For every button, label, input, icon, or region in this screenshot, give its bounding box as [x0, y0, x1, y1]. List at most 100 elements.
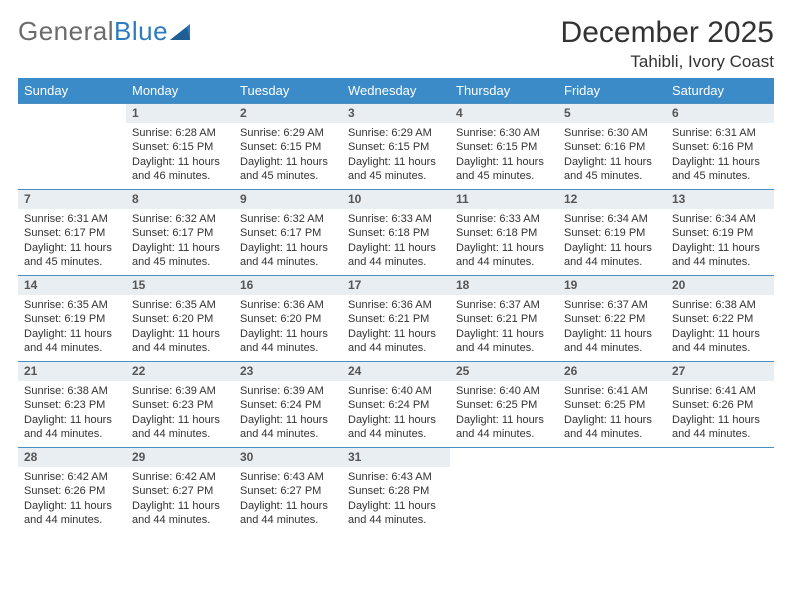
sunrise-text: Sunrise: 6:32 AM	[132, 212, 228, 226]
cell-body: Sunrise: 6:36 AMSunset: 6:20 PMDaylight:…	[234, 295, 342, 358]
sunset-text: Sunset: 6:16 PM	[672, 140, 768, 154]
cell-body: Sunrise: 6:29 AMSunset: 6:15 PMDaylight:…	[234, 123, 342, 186]
sunset-text: Sunset: 6:18 PM	[456, 226, 552, 240]
day-number: 25	[450, 362, 558, 381]
sunset-text: Sunset: 6:23 PM	[24, 398, 120, 412]
sunset-text: Sunset: 6:21 PM	[348, 312, 444, 326]
sunrise-text: Sunrise: 6:30 AM	[564, 126, 660, 140]
daylight-text: Daylight: 11 hours and 44 minutes.	[24, 413, 120, 441]
day-number: 6	[666, 104, 774, 123]
col-tuesday: Tuesday	[234, 78, 342, 104]
sunset-text: Sunset: 6:17 PM	[240, 226, 336, 240]
calendar-row: 7Sunrise: 6:31 AMSunset: 6:17 PMDaylight…	[18, 190, 774, 276]
daylight-text: Daylight: 11 hours and 44 minutes.	[348, 413, 444, 441]
day-number: 13	[666, 190, 774, 209]
cell-body	[18, 108, 126, 115]
sunset-text: Sunset: 6:15 PM	[456, 140, 552, 154]
sunrise-text: Sunrise: 6:31 AM	[24, 212, 120, 226]
day-number: 16	[234, 276, 342, 295]
daylight-text: Daylight: 11 hours and 45 minutes.	[564, 155, 660, 183]
sunset-text: Sunset: 6:20 PM	[132, 312, 228, 326]
calendar-cell: 29Sunrise: 6:42 AMSunset: 6:27 PMDayligh…	[126, 448, 234, 534]
sunrise-text: Sunrise: 6:31 AM	[672, 126, 768, 140]
day-number: 28	[18, 448, 126, 467]
sunset-text: Sunset: 6:27 PM	[240, 484, 336, 498]
sunset-text: Sunset: 6:18 PM	[348, 226, 444, 240]
daylight-text: Daylight: 11 hours and 46 minutes.	[132, 155, 228, 183]
calendar-cell	[666, 448, 774, 534]
sunrise-text: Sunrise: 6:36 AM	[240, 298, 336, 312]
sunrise-text: Sunrise: 6:29 AM	[240, 126, 336, 140]
daylight-text: Daylight: 11 hours and 44 minutes.	[672, 413, 768, 441]
sunset-text: Sunset: 6:19 PM	[24, 312, 120, 326]
sunset-text: Sunset: 6:17 PM	[24, 226, 120, 240]
sunrise-text: Sunrise: 6:29 AM	[348, 126, 444, 140]
cell-body: Sunrise: 6:30 AMSunset: 6:15 PMDaylight:…	[450, 123, 558, 186]
cell-body: Sunrise: 6:42 AMSunset: 6:27 PMDaylight:…	[126, 467, 234, 530]
day-number: 24	[342, 362, 450, 381]
daylight-text: Daylight: 11 hours and 45 minutes.	[240, 155, 336, 183]
location: Tahibli, Ivory Coast	[561, 52, 774, 72]
cell-body: Sunrise: 6:42 AMSunset: 6:26 PMDaylight:…	[18, 467, 126, 530]
cell-body: Sunrise: 6:37 AMSunset: 6:22 PMDaylight:…	[558, 295, 666, 358]
calendar-cell: 17Sunrise: 6:36 AMSunset: 6:21 PMDayligh…	[342, 276, 450, 362]
sail-icon	[170, 22, 192, 42]
day-number: 21	[18, 362, 126, 381]
day-number: 2	[234, 104, 342, 123]
calendar-row: 28Sunrise: 6:42 AMSunset: 6:26 PMDayligh…	[18, 448, 774, 534]
sunset-text: Sunset: 6:15 PM	[348, 140, 444, 154]
col-sunday: Sunday	[18, 78, 126, 104]
calendar-cell: 12Sunrise: 6:34 AMSunset: 6:19 PMDayligh…	[558, 190, 666, 276]
day-number: 20	[666, 276, 774, 295]
cell-body: Sunrise: 6:36 AMSunset: 6:21 PMDaylight:…	[342, 295, 450, 358]
col-monday: Monday	[126, 78, 234, 104]
calendar-row: 21Sunrise: 6:38 AMSunset: 6:23 PMDayligh…	[18, 362, 774, 448]
cell-body: Sunrise: 6:32 AMSunset: 6:17 PMDaylight:…	[126, 209, 234, 272]
sunrise-text: Sunrise: 6:28 AM	[132, 126, 228, 140]
calendar-cell: 1Sunrise: 6:28 AMSunset: 6:15 PMDaylight…	[126, 104, 234, 190]
cell-body: Sunrise: 6:29 AMSunset: 6:15 PMDaylight:…	[342, 123, 450, 186]
sunrise-text: Sunrise: 6:42 AM	[132, 470, 228, 484]
sunset-text: Sunset: 6:24 PM	[240, 398, 336, 412]
cell-body	[666, 452, 774, 459]
sunset-text: Sunset: 6:26 PM	[24, 484, 120, 498]
daylight-text: Daylight: 11 hours and 45 minutes.	[132, 241, 228, 269]
daylight-text: Daylight: 11 hours and 45 minutes.	[456, 155, 552, 183]
cell-body: Sunrise: 6:39 AMSunset: 6:23 PMDaylight:…	[126, 381, 234, 444]
sunset-text: Sunset: 6:16 PM	[564, 140, 660, 154]
calendar-cell: 2Sunrise: 6:29 AMSunset: 6:15 PMDaylight…	[234, 104, 342, 190]
calendar-cell: 18Sunrise: 6:37 AMSunset: 6:21 PMDayligh…	[450, 276, 558, 362]
cell-body	[558, 452, 666, 459]
calendar-body: 1Sunrise: 6:28 AMSunset: 6:15 PMDaylight…	[18, 104, 774, 534]
daylight-text: Daylight: 11 hours and 44 minutes.	[456, 413, 552, 441]
day-number: 10	[342, 190, 450, 209]
day-number: 1	[126, 104, 234, 123]
sunrise-text: Sunrise: 6:33 AM	[456, 212, 552, 226]
sunset-text: Sunset: 6:20 PM	[240, 312, 336, 326]
day-number: 3	[342, 104, 450, 123]
sunrise-text: Sunrise: 6:37 AM	[456, 298, 552, 312]
cell-body: Sunrise: 6:31 AMSunset: 6:16 PMDaylight:…	[666, 123, 774, 186]
daylight-text: Daylight: 11 hours and 44 minutes.	[24, 327, 120, 355]
daylight-text: Daylight: 11 hours and 44 minutes.	[564, 241, 660, 269]
sunset-text: Sunset: 6:24 PM	[348, 398, 444, 412]
day-number: 30	[234, 448, 342, 467]
daylight-text: Daylight: 11 hours and 44 minutes.	[24, 499, 120, 527]
calendar-cell: 25Sunrise: 6:40 AMSunset: 6:25 PMDayligh…	[450, 362, 558, 448]
cell-body: Sunrise: 6:31 AMSunset: 6:17 PMDaylight:…	[18, 209, 126, 272]
sunrise-text: Sunrise: 6:36 AM	[348, 298, 444, 312]
day-number: 17	[342, 276, 450, 295]
cell-body: Sunrise: 6:41 AMSunset: 6:26 PMDaylight:…	[666, 381, 774, 444]
sunrise-text: Sunrise: 6:40 AM	[348, 384, 444, 398]
daylight-text: Daylight: 11 hours and 44 minutes.	[456, 241, 552, 269]
calendar-head: Sunday Monday Tuesday Wednesday Thursday…	[18, 78, 774, 104]
calendar-cell: 7Sunrise: 6:31 AMSunset: 6:17 PMDaylight…	[18, 190, 126, 276]
daylight-text: Daylight: 11 hours and 44 minutes.	[132, 327, 228, 355]
cell-body: Sunrise: 6:41 AMSunset: 6:25 PMDaylight:…	[558, 381, 666, 444]
daylight-text: Daylight: 11 hours and 44 minutes.	[348, 499, 444, 527]
sunset-text: Sunset: 6:19 PM	[564, 226, 660, 240]
sunset-text: Sunset: 6:27 PM	[132, 484, 228, 498]
sunrise-text: Sunrise: 6:33 AM	[348, 212, 444, 226]
col-friday: Friday	[558, 78, 666, 104]
day-number: 11	[450, 190, 558, 209]
